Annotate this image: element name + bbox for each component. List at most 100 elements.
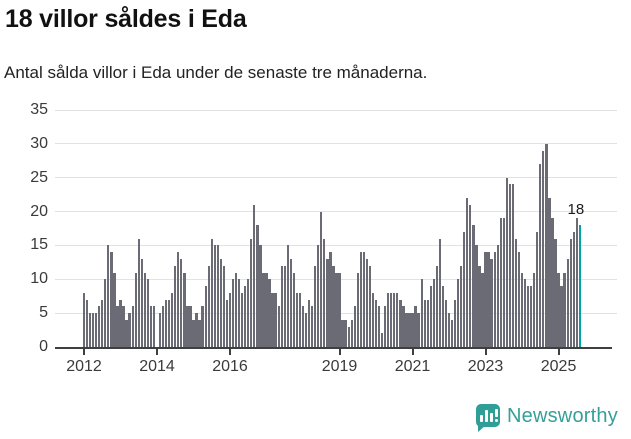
- bar: [478, 265, 481, 347]
- bar: [82, 292, 86, 347]
- bar: [463, 231, 466, 347]
- bar: [533, 272, 536, 347]
- x-axis-label-2023: 2023: [467, 358, 504, 375]
- bar: [104, 279, 107, 347]
- newsworthy-wordmark: Newsworthy: [507, 405, 618, 427]
- logo-exclamation-icon: [495, 409, 498, 417]
- bar: [134, 272, 137, 347]
- bar: [475, 245, 478, 347]
- bar: [304, 313, 308, 347]
- gridline-35: [55, 109, 617, 111]
- bar: [469, 204, 472, 347]
- bar: [88, 313, 92, 347]
- bar: [180, 258, 183, 347]
- bar: [152, 306, 156, 347]
- gridline-15: [55, 244, 617, 246]
- bar: [222, 265, 226, 347]
- bar: [566, 258, 569, 347]
- bar: [253, 204, 256, 347]
- bar: [496, 245, 499, 347]
- x-axis-label-2012: 2012: [66, 358, 102, 375]
- bar: [557, 272, 560, 347]
- y-axis-label-35: 35: [30, 101, 48, 118]
- bar: [140, 258, 143, 347]
- bar: [85, 299, 89, 347]
- bar: [499, 218, 502, 347]
- bar: [320, 211, 323, 347]
- logo-bar-icon: [480, 415, 483, 422]
- y-axis-label-5: 5: [39, 304, 48, 322]
- bar: [237, 279, 241, 347]
- bar: [314, 265, 317, 347]
- bar: [149, 306, 153, 347]
- bar: [201, 306, 204, 347]
- bar: [484, 252, 487, 347]
- highlight-bar: [578, 225, 581, 347]
- gridline-20: [55, 211, 617, 213]
- bar: [438, 238, 442, 347]
- bar: [526, 286, 530, 347]
- bar: [551, 218, 554, 347]
- bar: [256, 225, 259, 347]
- bar: [283, 265, 286, 347]
- bar: [125, 319, 128, 347]
- bar: [481, 272, 484, 347]
- bar: [505, 177, 508, 347]
- bar: [575, 218, 578, 347]
- logo-bar-icon: [490, 413, 493, 422]
- bar: [429, 286, 432, 347]
- bar: [228, 292, 232, 347]
- bar: [241, 292, 244, 347]
- bar: [110, 252, 113, 347]
- bar: [371, 292, 375, 347]
- bar: [231, 279, 235, 347]
- bar: [405, 313, 408, 347]
- x-axis-tick-2014: [156, 349, 158, 355]
- bar: [122, 306, 125, 347]
- bar: [396, 292, 399, 347]
- bar: [545, 143, 548, 347]
- bar: [204, 286, 207, 347]
- bar: [353, 306, 356, 347]
- bar: [374, 299, 378, 347]
- bar: [286, 245, 289, 347]
- bar: [292, 272, 296, 347]
- bar: [359, 252, 362, 347]
- bar: [490, 258, 493, 347]
- bar: [417, 313, 420, 347]
- logo-exclamation-dot-icon: [495, 419, 498, 422]
- bar: [387, 292, 390, 347]
- bar: [365, 258, 369, 347]
- bar: [198, 319, 201, 347]
- bar: [280, 265, 283, 347]
- x-axis-tick-2021: [411, 349, 414, 355]
- chart-subtitle: Antal sålda villor i Eda under de senast…: [4, 63, 428, 82]
- bar: [307, 299, 311, 347]
- bar: [250, 238, 253, 347]
- bar: [116, 306, 119, 347]
- bar: [441, 286, 445, 347]
- bar: [244, 286, 247, 347]
- bar: [329, 252, 332, 347]
- bar: [520, 272, 524, 347]
- bar: [171, 292, 174, 347]
- x-axis-line: [55, 347, 612, 349]
- bar: [466, 198, 469, 347]
- bar: [95, 313, 98, 347]
- bar: [98, 306, 101, 347]
- bar: [131, 306, 134, 347]
- x-axis-tick-2019: [338, 349, 341, 355]
- bar: [341, 319, 344, 347]
- bar: [414, 306, 417, 347]
- y-axis-label-25: 25: [30, 168, 48, 186]
- bar: [384, 306, 387, 347]
- bar: [161, 306, 165, 347]
- bar: [548, 198, 551, 347]
- bar: [511, 184, 515, 347]
- bar: [91, 313, 95, 347]
- bar: [326, 258, 329, 347]
- bar: [262, 272, 265, 347]
- y-axis-label-15: 15: [30, 236, 48, 254]
- x-axis-tick-2025: [557, 349, 560, 355]
